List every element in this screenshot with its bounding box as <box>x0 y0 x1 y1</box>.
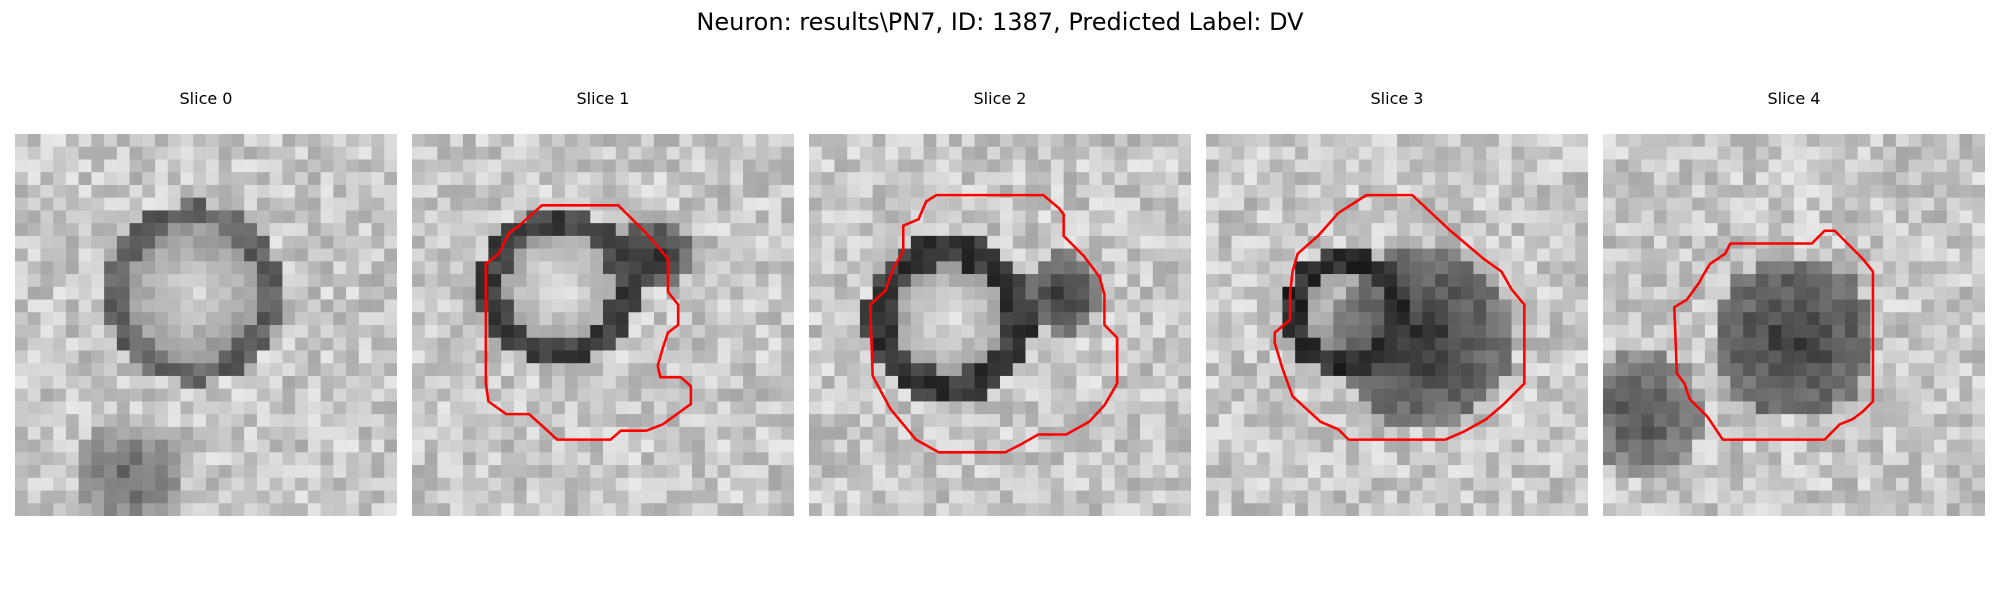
slice-image-canvas <box>15 134 397 516</box>
slice-image <box>15 134 397 516</box>
slice-image <box>809 134 1191 516</box>
slice-title: Slice 0 <box>179 89 233 108</box>
slice-image-canvas <box>412 134 794 516</box>
slice-title: Slice 3 <box>1370 89 1424 108</box>
slice-image-canvas <box>809 134 1191 516</box>
slice-title: Slice 2 <box>973 89 1027 108</box>
slice-image <box>1603 134 1985 516</box>
segmentation-contour <box>1273 193 1526 441</box>
segmentation-contour <box>868 193 1119 454</box>
segmentation-contour <box>484 204 693 441</box>
slice-title: Slice 4 <box>1767 89 1821 108</box>
slice-title: Slice 1 <box>576 89 630 108</box>
slice-image-canvas <box>1206 134 1588 516</box>
slice-image <box>1206 134 1588 516</box>
slice-image <box>412 134 794 516</box>
slice-image-canvas <box>1603 134 1985 516</box>
segmentation-contour <box>1673 229 1875 441</box>
figure-title: Neuron: results\PN7, ID: 1387, Predicted… <box>696 8 1304 36</box>
